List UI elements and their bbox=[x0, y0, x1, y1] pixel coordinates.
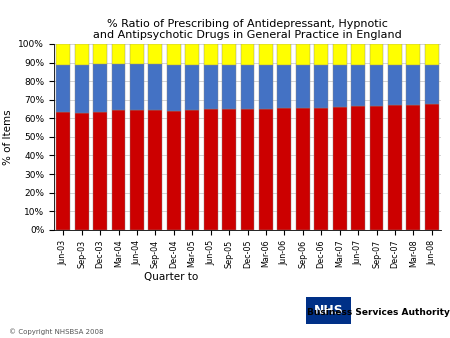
Bar bbox=[278, 44, 291, 65]
Bar bbox=[204, 109, 217, 230]
Bar bbox=[388, 65, 402, 105]
Bar bbox=[130, 110, 144, 230]
Bar bbox=[406, 105, 420, 230]
Bar bbox=[75, 44, 89, 65]
Bar bbox=[112, 44, 126, 64]
Bar bbox=[425, 104, 439, 230]
Bar bbox=[148, 110, 162, 230]
Bar bbox=[241, 109, 254, 230]
Bar bbox=[56, 65, 70, 112]
Text: NHS: NHS bbox=[314, 305, 343, 317]
Bar bbox=[278, 108, 291, 230]
Title: % Ratio of Prescribing of Antidepressant, Hypnotic
and Antipsychotic Drugs in Ge: % Ratio of Prescribing of Antidepressant… bbox=[93, 19, 402, 40]
Bar bbox=[112, 110, 126, 230]
Bar bbox=[259, 44, 273, 65]
Bar bbox=[148, 64, 162, 110]
Bar bbox=[222, 44, 236, 65]
Bar bbox=[314, 44, 328, 65]
Bar bbox=[148, 44, 162, 64]
Y-axis label: % of Items: % of Items bbox=[3, 109, 13, 165]
Bar bbox=[425, 44, 439, 65]
Bar bbox=[185, 65, 199, 110]
Bar bbox=[75, 113, 89, 230]
Bar bbox=[130, 64, 144, 110]
Bar bbox=[130, 44, 144, 64]
Bar bbox=[369, 106, 383, 230]
Bar bbox=[167, 65, 181, 111]
Bar bbox=[314, 65, 328, 108]
Bar bbox=[425, 65, 439, 104]
Text: © Copyright NHSBSA 2008: © Copyright NHSBSA 2008 bbox=[9, 328, 104, 335]
Bar bbox=[112, 64, 126, 110]
Bar bbox=[241, 65, 254, 109]
Bar bbox=[56, 112, 70, 230]
Bar bbox=[406, 44, 420, 65]
Bar bbox=[222, 109, 236, 230]
Bar bbox=[278, 65, 291, 108]
Bar bbox=[351, 65, 365, 106]
Bar bbox=[351, 44, 365, 65]
Bar bbox=[333, 44, 346, 65]
Bar bbox=[204, 65, 217, 109]
Bar bbox=[56, 44, 70, 65]
Bar bbox=[369, 44, 383, 65]
Bar bbox=[406, 65, 420, 105]
Bar bbox=[185, 44, 199, 65]
Bar bbox=[222, 65, 236, 109]
Bar bbox=[93, 112, 107, 230]
Bar bbox=[296, 108, 310, 230]
Text: Business Services Authority: Business Services Authority bbox=[306, 308, 450, 317]
Bar bbox=[314, 108, 328, 230]
Text: Quarter to: Quarter to bbox=[144, 272, 198, 282]
Bar bbox=[296, 44, 310, 65]
Bar bbox=[351, 106, 365, 230]
Bar bbox=[93, 44, 107, 64]
Bar bbox=[167, 111, 181, 230]
Bar bbox=[388, 105, 402, 230]
Bar bbox=[369, 65, 383, 106]
Bar bbox=[75, 65, 89, 113]
Bar bbox=[241, 44, 254, 65]
Bar bbox=[259, 109, 273, 230]
Bar bbox=[333, 107, 346, 230]
Bar bbox=[388, 44, 402, 65]
Bar bbox=[259, 65, 273, 109]
Bar bbox=[296, 65, 310, 108]
Bar bbox=[333, 65, 346, 107]
Bar bbox=[185, 110, 199, 230]
Bar bbox=[204, 44, 217, 65]
Bar bbox=[93, 64, 107, 112]
Bar bbox=[167, 44, 181, 65]
